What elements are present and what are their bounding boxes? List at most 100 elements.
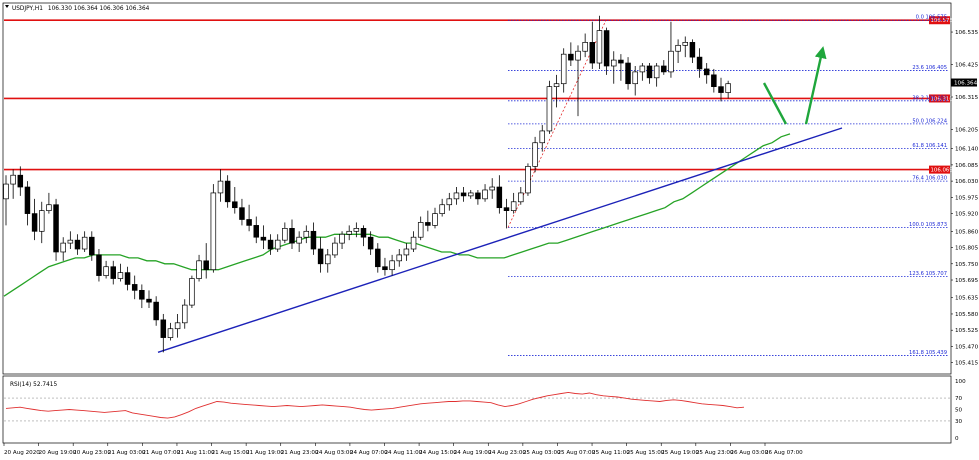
candle [632, 65, 638, 96]
candle [110, 260, 116, 285]
candle [232, 187, 238, 214]
candle [518, 187, 524, 205]
candle [117, 263, 124, 282]
time-tick-label: 24 Aug 03:00 [315, 450, 353, 456]
candle [17, 166, 24, 196]
candle [432, 207, 438, 229]
candle [675, 39, 681, 64]
candle [3, 175, 9, 226]
price-tick-label: 106.030 [955, 179, 979, 185]
candle-body [668, 50, 674, 73]
candle [53, 198, 59, 261]
candle [332, 237, 338, 258]
candle-body [482, 189, 488, 200]
down-arrow-path [762, 82, 788, 125]
candle-body [189, 278, 195, 306]
candle [339, 231, 345, 250]
candle-body [432, 213, 438, 226]
level-price-label: 106.310 [931, 96, 954, 102]
candle [10, 169, 16, 199]
candle [625, 57, 631, 90]
candle-body [675, 44, 681, 52]
candle-body [661, 65, 667, 73]
candle-body [618, 59, 624, 64]
candle-body [596, 30, 603, 64]
candle [396, 249, 403, 267]
candle [124, 266, 131, 291]
candle [668, 21, 674, 78]
price-tick-label: 105.805 [955, 246, 979, 252]
candle [160, 313, 167, 353]
fib-level-label: 38.2 106.302 [912, 95, 947, 101]
fib-level-label: 161.8 105.439 [909, 350, 947, 356]
candle [81, 231, 88, 252]
level-price-tag [929, 16, 950, 25]
candle-body [24, 186, 31, 214]
candle-body [160, 319, 167, 338]
rsi-tick-label: 50 [955, 408, 963, 414]
candle [425, 210, 431, 232]
time-tick-label: 24 Aug 19:00 [454, 450, 492, 456]
time-tick-label: 26 Aug 07:00 [765, 450, 803, 456]
chart-title: USDJPY,H1 106.330 106.364 106.306 106.364 [12, 6, 150, 12]
collapse-triangle-icon[interactable] [5, 5, 9, 8]
candle-body [182, 304, 188, 324]
candle-body [146, 298, 152, 303]
candle-body [417, 222, 424, 238]
candle [439, 198, 445, 217]
candle [510, 192, 517, 214]
candle [403, 243, 410, 261]
candle [575, 45, 581, 117]
candle-body [10, 174, 16, 185]
candle [703, 63, 710, 84]
candle-body [625, 62, 631, 85]
fib-level-label: 50.0 106.224 [912, 118, 947, 124]
candle-body [539, 130, 545, 144]
candle [417, 216, 424, 241]
candle [653, 63, 660, 87]
candle-body [303, 230, 310, 238]
rsi-tick-label: 100 [955, 379, 966, 385]
candle-body [124, 272, 131, 285]
candle [303, 225, 310, 244]
candle [146, 290, 152, 309]
candle [460, 187, 467, 202]
candle [711, 68, 717, 93]
candle-body [353, 228, 360, 232]
time-tick-label: 25 Aug 15:00 [627, 450, 665, 456]
candle-body [260, 236, 267, 241]
candle [131, 275, 138, 300]
candle-body [510, 201, 517, 211]
level-price-tag [929, 165, 950, 174]
candle [389, 254, 395, 276]
price-tick-label: 105.920 [955, 212, 979, 218]
candle-body [389, 260, 395, 271]
candle [296, 231, 302, 252]
price-tick-label: 105.525 [955, 328, 979, 334]
time-tick-label: 24 Aug 11:00 [385, 450, 423, 456]
candle-body [568, 53, 574, 61]
candle-body [446, 198, 453, 206]
candle-body [425, 222, 431, 226]
candle-body [375, 248, 381, 268]
candle [103, 260, 109, 279]
candle-body [296, 236, 302, 244]
candle-body [203, 260, 209, 271]
candle [646, 63, 653, 84]
level-price-label: 106.573 [931, 18, 953, 24]
candle-body [53, 204, 59, 253]
bullish-trend-line [157, 127, 843, 354]
time-tick-label: 24 Aug 07:00 [350, 450, 388, 456]
candle-body [725, 83, 731, 93]
rsi-panel-frame [2, 375, 952, 444]
candle [546, 80, 553, 134]
candle-body [703, 68, 710, 76]
candle-body [60, 242, 66, 253]
candle-body [496, 186, 503, 209]
candle [239, 198, 245, 226]
candle [167, 322, 174, 341]
price-tick-label: 105.415 [955, 361, 979, 367]
candle-body [711, 74, 717, 88]
candle-body [439, 204, 445, 214]
candle [317, 237, 324, 273]
